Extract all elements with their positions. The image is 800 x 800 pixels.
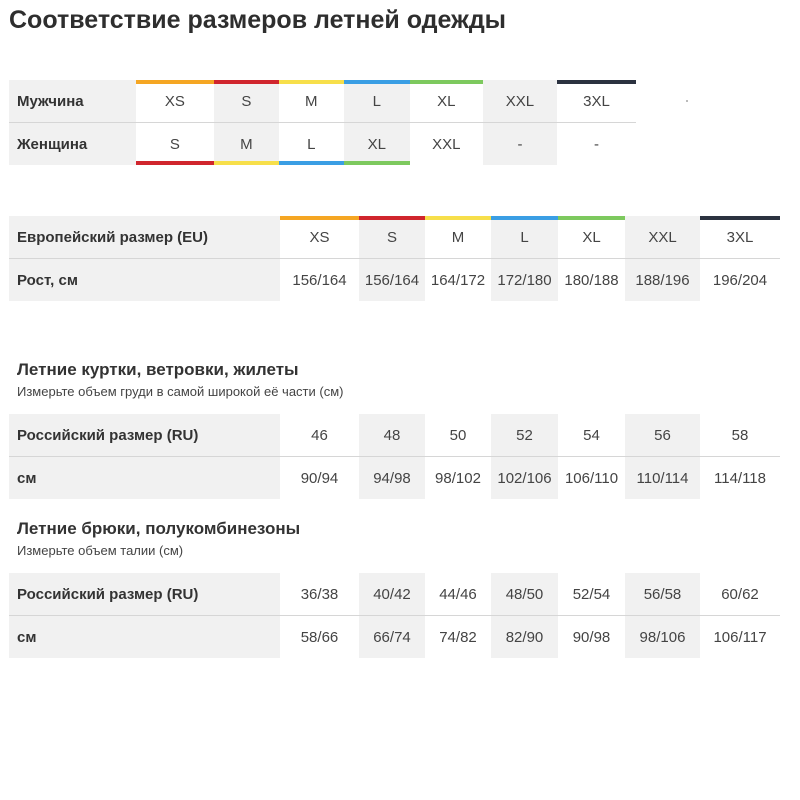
man-size-cell: XXL [482, 80, 557, 123]
cm-cell: 110/114 [625, 456, 700, 499]
table-row-woman: Женщина S M L XL XXL - - [9, 122, 636, 165]
woman-size-cell: S [136, 122, 214, 165]
row-label-ru-size: Российский размер (RU) [9, 414, 280, 457]
ru-size-cell: 56 [625, 414, 700, 457]
cm-cell: 106/117 [700, 615, 780, 658]
ru-size-cell: 48 [359, 414, 425, 457]
row-label-woman: Женщина [9, 122, 137, 165]
height-cell: 188/196 [625, 258, 700, 301]
cm-cell: 90/98 [558, 615, 625, 658]
eu-size-cell: XXL [625, 216, 700, 259]
decorative-dot [686, 100, 688, 102]
table-row-cm: см 58/66 66/74 74/82 82/90 90/98 98/106 … [9, 615, 780, 658]
woman-size-cell: - [482, 122, 557, 165]
height-cell: 196/204 [700, 258, 780, 301]
ru-size-cell: 54 [558, 414, 625, 457]
table-row-ru-size: Российский размер (RU) 46 48 50 52 54 56… [9, 414, 780, 457]
eu-size-cell: XS [280, 216, 359, 259]
cm-cell: 74/82 [425, 615, 491, 658]
jackets-heading: Летние куртки, ветровки, жилеты [17, 360, 299, 379]
table-row-ru-size: Российский размер (RU) 36/38 40/42 44/46… [9, 573, 780, 616]
table-row-man: Мужчина XS S M L XL XXL 3XL [9, 80, 636, 123]
eu-size-cell: M [425, 216, 491, 259]
height-cell: 156/164 [280, 258, 359, 301]
cm-cell: 98/106 [625, 615, 700, 658]
ru-size-cell: 48/50 [491, 573, 558, 616]
cm-cell: 90/94 [280, 456, 359, 499]
table-row-cm: см 90/94 94/98 98/102 102/106 106/110 11… [9, 456, 780, 499]
man-size-cell: S [213, 80, 279, 123]
woman-size-cell: XXL [409, 122, 483, 165]
man-size-cell: L [343, 80, 410, 123]
eu-size-cell: 3XL [700, 216, 780, 259]
ru-size-cell: 46 [280, 414, 359, 457]
ru-size-cell: 52/54 [558, 573, 625, 616]
cm-cell: 94/98 [359, 456, 425, 499]
cm-cell: 66/74 [359, 615, 425, 658]
eu-size-cell: L [491, 216, 558, 259]
trousers-subheading: Измерьте объем талии (см) [17, 543, 184, 558]
trousers-size-table: Российский размер (RU) 36/38 40/42 44/46… [9, 573, 780, 658]
height-cell: 180/188 [558, 258, 625, 301]
ru-size-cell: 58 [700, 414, 780, 457]
cm-cell: 58/66 [280, 615, 359, 658]
row-label-man: Мужчина [9, 80, 137, 123]
woman-size-cell: M [213, 122, 279, 165]
ru-size-cell: 56/58 [625, 573, 700, 616]
ru-size-cell: 40/42 [359, 573, 425, 616]
jackets-subheading: Измерьте объем груди в самой широкой её … [17, 384, 344, 399]
eu-size-table: Европейский размер (EU) XS S M L XL XXL … [9, 216, 780, 301]
ru-size-cell: 60/62 [700, 573, 780, 616]
cm-cell: 106/110 [558, 456, 625, 499]
ru-size-cell: 50 [425, 414, 491, 457]
ru-size-cell: 52 [491, 414, 558, 457]
height-cell: 164/172 [425, 258, 491, 301]
row-label-height: Рост, см [9, 258, 280, 301]
woman-size-cell: XL [343, 122, 410, 165]
page-title: Соответствие размеров летней одежды [9, 6, 507, 34]
woman-size-cell: - [556, 122, 636, 165]
jackets-size-table: Российский размер (RU) 46 48 50 52 54 56… [9, 414, 780, 499]
woman-size-cell: L [278, 122, 344, 165]
ru-size-cell: 44/46 [425, 573, 491, 616]
man-size-cell: 3XL [556, 80, 636, 123]
table-row-height: Рост, см 156/164 156/164 164/172 172/180… [9, 258, 780, 301]
row-label-eu-size: Европейский размер (EU) [9, 216, 280, 259]
ru-size-cell: 36/38 [280, 573, 359, 616]
gender-size-table: Мужчина XS S M L XL XXL 3XL Женщина S M … [9, 80, 636, 165]
cm-cell: 98/102 [425, 456, 491, 499]
eu-size-cell: S [359, 216, 425, 259]
row-label-cm: см [9, 615, 280, 658]
height-cell: 172/180 [491, 258, 558, 301]
row-label-cm: см [9, 456, 280, 499]
trousers-heading: Летние брюки, полукомбинезоны [17, 519, 301, 538]
man-size-cell: XL [409, 80, 483, 123]
row-label-ru-size: Российский размер (RU) [9, 573, 280, 616]
height-cell: 156/164 [359, 258, 425, 301]
cm-cell: 114/118 [700, 456, 780, 499]
table-row-eu-size: Европейский размер (EU) XS S M L XL XXL … [9, 216, 780, 259]
cm-cell: 82/90 [491, 615, 558, 658]
man-size-cell: M [278, 80, 344, 123]
cm-cell: 102/106 [491, 456, 558, 499]
man-size-cell: XS [136, 80, 214, 123]
eu-size-cell: XL [558, 216, 625, 259]
